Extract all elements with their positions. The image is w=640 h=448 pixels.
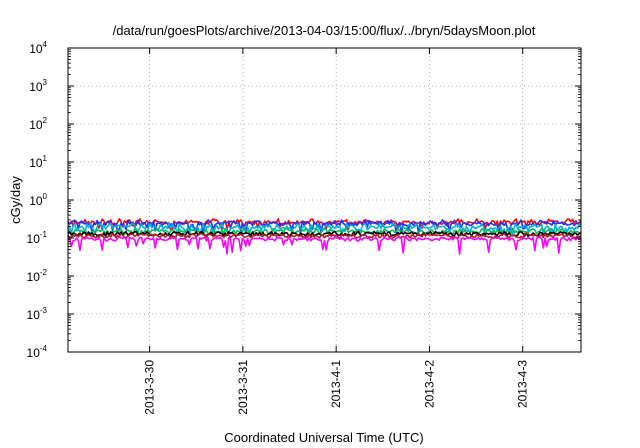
y-tick-label: 101	[29, 154, 47, 170]
x-axis-label: Coordinated Universal Time (UTC)	[224, 430, 423, 445]
grid	[68, 48, 581, 352]
chart-title: /data/run/goesPlots/archive/2013-04-03/1…	[113, 23, 536, 38]
series-line	[67, 227, 582, 236]
series-line	[67, 236, 582, 255]
x-tick-label: 2013-3-30	[143, 360, 157, 415]
y-tick-label: 102	[29, 116, 47, 132]
y-tick-label: 10-4	[27, 344, 48, 360]
x-tick-label: 2013-3-31	[236, 360, 250, 415]
x-tick-label: 2013-4-2	[422, 360, 436, 408]
y-axis-ticks: 104 103 102 101 100 10-1 10-2 10-3 10-4	[27, 40, 581, 360]
y-tick-label: 103	[29, 78, 47, 94]
x-tick-label: 2013-4-3	[516, 360, 530, 408]
plot-frame	[67, 47, 582, 353]
y-tick-label: 10-2	[27, 268, 48, 284]
series-group	[67, 218, 582, 255]
y-tick-label: 10-3	[27, 306, 48, 322]
series-line	[67, 232, 582, 239]
x-tick-label: 2013-4-1	[329, 360, 343, 408]
y-tick-label: 104	[29, 40, 47, 56]
series-line	[67, 219, 582, 235]
y-tick-label: 100	[29, 192, 47, 208]
y-axis-label: cGy/day	[8, 176, 23, 224]
y-tick-label: 10-1	[27, 230, 48, 246]
x-axis-ticks: 2013-3-30 2013-3-31 2013-4-1 2013-4-2 2013-4…	[143, 48, 530, 415]
